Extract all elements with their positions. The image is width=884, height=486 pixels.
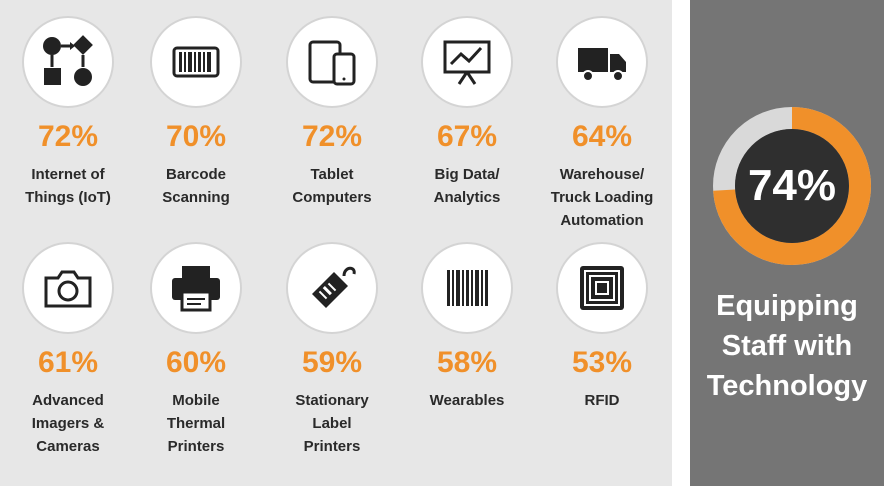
donut-center (735, 129, 849, 243)
summary-title-line: Equipping (716, 290, 858, 322)
stat-label: Stationary Label Printers (272, 389, 392, 458)
stat-tile-warehouse: 64% Warehouse/ Truck Loading Automation (542, 16, 662, 232)
stat-percent: 67% (436, 120, 498, 153)
icon-circle (556, 16, 648, 108)
donut-progress-arc (713, 107, 871, 265)
stat-label-line: Label (312, 415, 352, 432)
stat-label-line: Internet of (31, 166, 105, 183)
stat-label: Mobile Thermal Printers (136, 389, 256, 458)
stat-tile-tablet-computers: 72% Tablet Computers (272, 16, 392, 209)
tablet-icon (308, 40, 356, 86)
summary-percent: 74% (747, 161, 837, 210)
stat-percent: 58% (436, 346, 498, 379)
stat-label: Internet of Things (IoT) (8, 163, 128, 209)
stat-percent: 72% (37, 120, 99, 153)
stat-percent: 64% (571, 120, 633, 153)
icon-circle (421, 16, 513, 108)
summary-title-line: Staff with (721, 330, 853, 362)
stat-label-line: Warehouse/ (559, 166, 645, 183)
icon-circle (150, 242, 242, 334)
stat-label: Wearables (407, 389, 527, 412)
stat-label-line: Thermal (166, 415, 226, 432)
summary-title: Equipping Staff with Technology (690, 286, 884, 406)
stat-label-line: Computers (292, 189, 372, 206)
icon-circle (22, 242, 114, 334)
icon-circle (22, 16, 114, 108)
stat-percent: 60% (165, 346, 227, 379)
stat-label-line: Tablet (310, 166, 354, 183)
stat-label-line: Big Data/ (434, 166, 500, 183)
barcode-icon (447, 270, 488, 306)
stat-label-line: Stationary (295, 392, 369, 409)
stat-label: RFID (542, 389, 662, 412)
barcode-scanner-icon (172, 46, 220, 78)
stats-panel: 72% Internet of Things (IoT) 70% Barcode… (0, 0, 672, 486)
analytics-board-icon (443, 40, 491, 85)
stat-label-line: Wearables (429, 392, 505, 409)
stat-label-line: Printers (167, 438, 225, 455)
stat-label-line: Imagers & (31, 415, 105, 432)
stat-label-line: RFID (584, 392, 620, 409)
stat-label-line: Advanced (32, 392, 104, 409)
stat-tile-iot: 72% Internet of Things (IoT) (8, 16, 128, 209)
stat-label-line: Automation (560, 212, 644, 229)
stat-percent: 70% (165, 120, 227, 153)
icon-circle (286, 242, 378, 334)
stat-label-line: Analytics (433, 189, 501, 206)
summary-donut: 74% (710, 104, 874, 268)
stat-label-line: Barcode (165, 166, 227, 183)
icon-circle (556, 242, 648, 334)
rfid-chip-icon (580, 266, 624, 310)
label-tag-icon (312, 266, 356, 308)
stat-tile-label-printers: 59% Stationary Label Printers (272, 242, 392, 458)
iot-flowchart-icon (43, 35, 93, 86)
stat-percent: 53% (571, 346, 633, 379)
stat-label: Tablet Computers (272, 163, 392, 209)
stat-percent: 72% (301, 120, 363, 153)
stat-label: Big Data/ Analytics (407, 163, 527, 209)
stat-tile-big-data: 67% Big Data/ Analytics (407, 16, 527, 209)
stat-label-line: Scanning (162, 189, 230, 206)
stat-label-line: Things (IoT) (25, 189, 111, 206)
stat-label: Warehouse/ Truck Loading Automation (542, 163, 662, 232)
stat-percent: 61% (37, 346, 99, 379)
printer-icon (172, 266, 220, 312)
summary-panel: 74% Equipping Staff with Technology (690, 0, 884, 486)
stat-label-line: Mobile (172, 392, 220, 409)
stat-tile-mobile-printers: 60% Mobile Thermal Printers (136, 242, 256, 458)
stat-label-line: Cameras (36, 438, 100, 455)
stat-tile-rfid: 53% RFID (542, 242, 662, 412)
icon-circle (421, 242, 513, 334)
truck-icon (578, 48, 626, 82)
camera-icon (44, 270, 92, 308)
icon-circle (150, 16, 242, 108)
stat-tile-barcode-scanning: 70% Barcode Scanning (136, 16, 256, 209)
summary-title-line: Technology (706, 370, 868, 402)
stat-tile-wearables: 58% Wearables (407, 242, 527, 412)
stat-tile-imagers-cameras: 61% Advanced Imagers & Cameras (8, 242, 128, 458)
icon-circle (286, 16, 378, 108)
stat-label: Advanced Imagers & Cameras (8, 389, 128, 458)
stat-label: Barcode Scanning (136, 163, 256, 209)
stat-label-line: Truck Loading (550, 189, 654, 206)
stat-label-line: Printers (303, 438, 361, 455)
stat-percent: 59% (301, 346, 363, 379)
